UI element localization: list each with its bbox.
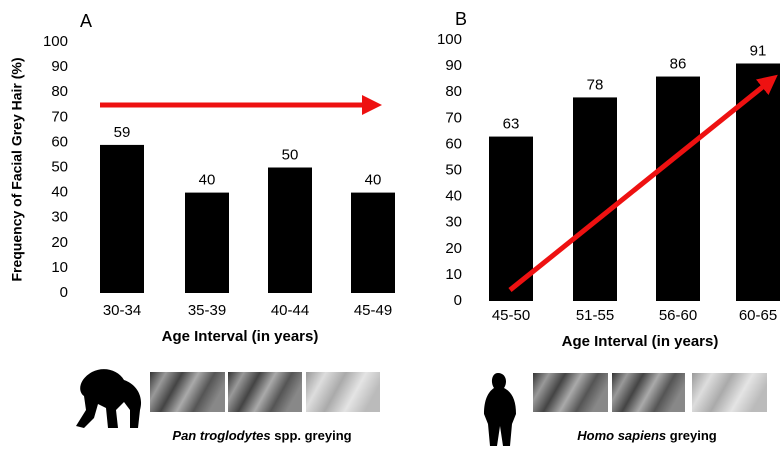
y-tick-label: 80 [51, 83, 68, 100]
y-tick-label: 90 [445, 57, 462, 74]
y-tick-label: 70 [445, 109, 462, 126]
bar [656, 77, 700, 301]
bar [185, 193, 229, 293]
human-silhouette [484, 373, 516, 446]
bar [573, 97, 617, 301]
figure: A0102030405060708090100Frequency of Faci… [0, 0, 783, 449]
y-tick-label: 70 [51, 108, 68, 125]
panel-label: B [455, 9, 467, 29]
y-tick-label: 10 [51, 259, 68, 276]
bar [351, 193, 395, 293]
y-tick-label: 0 [60, 284, 68, 301]
trend-arrow [510, 81, 770, 290]
caption-species: Homo sapiens [577, 428, 666, 443]
value-label: 86 [670, 56, 687, 73]
y-tick-label: 60 [51, 133, 68, 150]
value-label: 63 [503, 116, 520, 133]
y-tick-label: 100 [43, 33, 68, 50]
panel-label: A [80, 11, 92, 31]
caption: Pan troglodytes spp. greying [172, 428, 351, 443]
caption: Homo sapiens greying [577, 428, 716, 443]
y-tick-label: 80 [445, 83, 462, 100]
y-tick-label: 0 [454, 292, 462, 309]
y-tick-label: 40 [51, 184, 68, 201]
x-axis-label: Age Interval (in years) [562, 333, 719, 350]
bar [736, 63, 780, 301]
value-label: 78 [587, 76, 604, 93]
value-label: 50 [282, 146, 299, 163]
x-tick-label: 40-44 [271, 302, 309, 319]
caption-rest: spp. greying [274, 428, 351, 443]
y-tick-label: 20 [51, 234, 68, 251]
x-tick-label: 51-55 [576, 307, 614, 324]
value-label: 40 [199, 172, 216, 189]
y-tick-label: 40 [445, 188, 462, 205]
y-tick-label: 50 [445, 161, 462, 178]
y-tick-label: 90 [51, 58, 68, 75]
x-tick-label: 35-39 [188, 302, 226, 319]
y-tick-label: 100 [437, 31, 462, 48]
caption-rest: greying [670, 428, 717, 443]
x-tick-label: 45-50 [492, 307, 530, 324]
x-axis-label: Age Interval (in years) [162, 328, 319, 345]
x-tick-label: 56-60 [659, 307, 697, 324]
value-label: 59 [114, 124, 131, 141]
bar [100, 145, 144, 293]
x-tick-label: 60-65 [739, 307, 777, 324]
value-label: 91 [750, 42, 767, 59]
y-tick-label: 10 [445, 266, 462, 283]
bar [268, 168, 312, 294]
y-tick-label: 60 [445, 135, 462, 152]
y-tick-label: 30 [445, 214, 462, 231]
chimp-silhouette [76, 369, 141, 428]
y-tick-label: 20 [445, 240, 462, 257]
y-tick-label: 50 [51, 158, 68, 175]
x-tick-label: 30-34 [103, 302, 141, 319]
caption-species: Pan troglodytes [172, 428, 270, 443]
y-tick-label: 30 [51, 209, 68, 226]
hair-photos [150, 372, 767, 412]
x-tick-label: 45-49 [354, 302, 392, 319]
value-label: 40 [365, 172, 382, 189]
y-axis-label: Frequency of Facial Grey Hair (%) [9, 57, 25, 281]
